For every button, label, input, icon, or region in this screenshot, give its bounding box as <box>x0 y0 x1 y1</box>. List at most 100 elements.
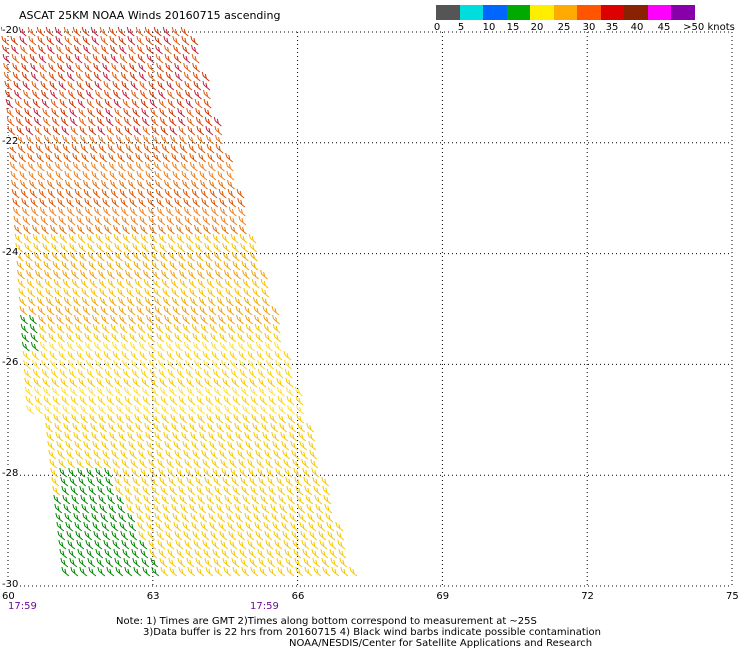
wind-barb <box>285 377 294 388</box>
wind-barb <box>171 422 180 433</box>
wind-barb <box>98 404 106 415</box>
wind-barb <box>20 323 29 334</box>
wind-barb <box>71 404 79 415</box>
wind-barb <box>106 566 115 577</box>
wind-barb <box>335 521 344 532</box>
wind-barb <box>16 125 25 136</box>
wind-barb <box>213 251 222 262</box>
wind-barb <box>137 521 146 532</box>
wind-barb <box>237 332 246 343</box>
wind-barb <box>65 440 74 451</box>
wind-barb <box>178 485 187 496</box>
wind-barb <box>143 494 152 505</box>
wind-barb <box>225 161 234 172</box>
wind-barb <box>142 260 151 271</box>
wind-barb <box>128 323 137 334</box>
wind-barb <box>120 71 129 82</box>
wind-barb <box>52 395 61 406</box>
wind-barb <box>225 152 234 163</box>
wind-barb <box>109 44 118 55</box>
wind-barb <box>177 251 186 262</box>
wind-barb <box>192 530 201 541</box>
wind-barb <box>240 476 249 487</box>
wind-barb <box>118 35 127 46</box>
wind-barb <box>105 251 114 262</box>
wind-barb <box>200 521 209 532</box>
wind-barb <box>250 260 259 271</box>
wind-barb <box>188 494 197 505</box>
wind-barb <box>184 350 193 361</box>
wind-barb <box>166 215 175 226</box>
wind-barb <box>131 368 140 379</box>
wind-barb <box>288 503 297 514</box>
wind-barb <box>218 521 227 532</box>
wind-barb <box>60 242 69 253</box>
wind-barb <box>50 98 59 109</box>
wind-barb <box>81 296 90 307</box>
wind-barb <box>269 494 278 505</box>
wind-barb <box>141 242 150 253</box>
wind-barb <box>49 350 58 361</box>
wind-barb <box>120 332 129 343</box>
wind-barb <box>226 512 235 523</box>
wind-barb <box>113 233 122 244</box>
wind-barb <box>221 359 229 370</box>
wind-barb <box>11 179 19 190</box>
wind-barb <box>137 179 145 190</box>
wind-barb <box>76 350 85 361</box>
wind-barb <box>275 368 284 379</box>
wind-barb <box>146 179 154 190</box>
wind-barb <box>148 215 157 226</box>
wind-barb <box>129 71 138 82</box>
wind-barb <box>85 215 94 226</box>
wind-barb <box>202 458 211 469</box>
wind-barb <box>41 98 50 109</box>
wind-barb <box>118 44 127 55</box>
wind-barb <box>123 242 132 253</box>
wind-barb <box>112 458 121 469</box>
wind-barb <box>130 458 139 469</box>
wind-barb <box>113 368 122 379</box>
wind-barb <box>141 476 150 487</box>
wind-barb <box>100 170 109 181</box>
wind-barb <box>46 35 55 46</box>
wind-barb <box>157 458 166 469</box>
wind-barb <box>316 512 325 523</box>
wind-barb <box>113 224 121 235</box>
wind-barb <box>189 296 198 307</box>
wind-barb <box>112 215 121 226</box>
wind-barb <box>204 251 213 262</box>
wind-barb <box>112 350 121 361</box>
wind-barb <box>128 440 137 451</box>
wind-barb <box>67 215 76 226</box>
wind-barb <box>274 350 283 361</box>
wind-barb <box>283 458 292 469</box>
wind-barb <box>179 494 188 505</box>
wind-barb <box>94 350 103 361</box>
wind-barb <box>307 431 316 442</box>
wind-barb <box>39 71 48 82</box>
wind-barb <box>296 494 305 505</box>
wind-barb <box>107 413 116 424</box>
wind-barb <box>25 395 34 406</box>
wind-barb <box>215 494 224 505</box>
wind-barb <box>181 44 190 55</box>
wind-barb <box>247 350 256 361</box>
wind-barb <box>27 296 36 307</box>
wind-barb <box>54 152 63 163</box>
wind-barb <box>194 359 202 370</box>
wind-barb <box>134 269 142 280</box>
wind-barb <box>30 341 39 352</box>
wind-barb <box>271 305 280 316</box>
wind-barb <box>34 395 43 406</box>
wind-barb <box>267 386 276 397</box>
wind-barb <box>33 377 42 388</box>
wind-barb <box>91 44 100 55</box>
wind-barb <box>37 35 46 46</box>
wind-barb <box>58 458 67 469</box>
wind-barb <box>189 161 198 172</box>
wind-barb <box>54 296 63 307</box>
wind-barb <box>76 215 85 226</box>
wind-barb <box>238 215 247 226</box>
wind-barb <box>24 386 33 397</box>
